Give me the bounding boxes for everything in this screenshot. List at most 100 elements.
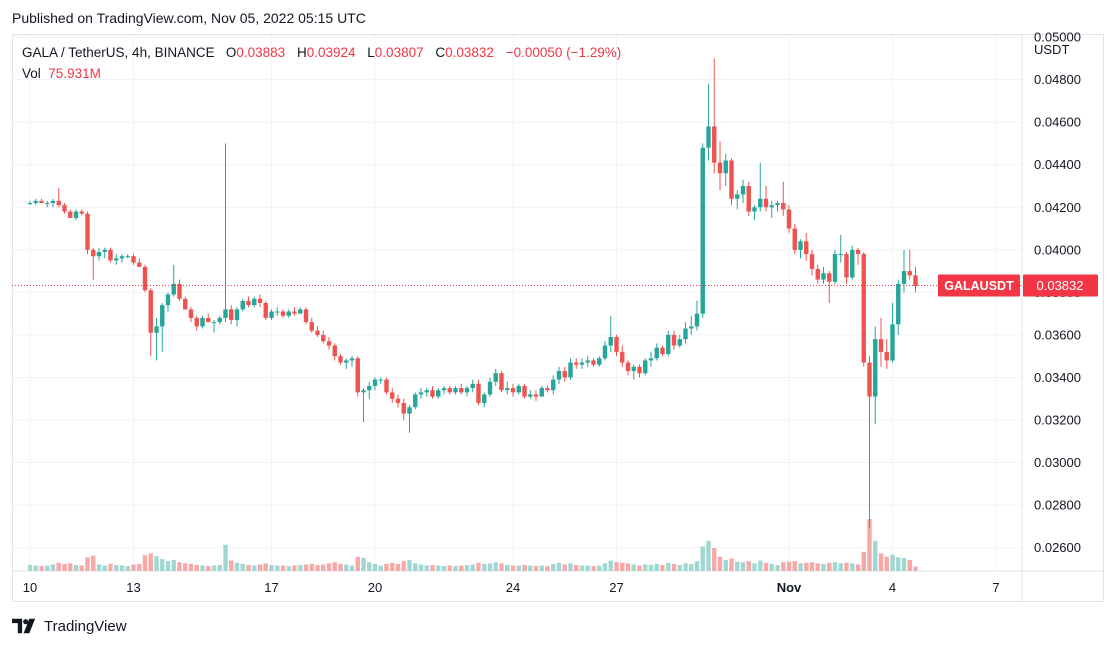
time-axis: 10 13 17 20 24 27 Nov 4 7	[23, 580, 1000, 595]
volume-bar	[154, 556, 159, 571]
candle-body	[746, 186, 751, 212]
candle-body	[539, 388, 544, 397]
candle-body	[551, 379, 556, 391]
volume-bar	[171, 560, 176, 571]
volume-bar	[666, 562, 671, 571]
candle-body	[660, 347, 665, 355]
volume-bar	[585, 565, 590, 571]
candle-body	[361, 390, 366, 393]
candle-body	[355, 358, 360, 393]
candle-body	[470, 383, 475, 389]
volume-bar	[712, 548, 717, 571]
candle-body	[602, 345, 608, 359]
time-tick-label: 13	[126, 580, 140, 595]
candle-body	[131, 256, 136, 263]
volume-bar	[855, 564, 861, 571]
candle-body	[545, 388, 550, 391]
volume-bar	[643, 564, 648, 571]
volume-bar	[838, 563, 843, 571]
volume-bar	[746, 561, 751, 571]
volume-bar	[131, 564, 136, 571]
volume-bar	[499, 563, 504, 571]
price-axis: 0.02600 0.02800 0.03000 0.03200 0.03400 0.036…	[1034, 30, 1081, 555]
candle-body	[453, 388, 458, 393]
volume-bar	[177, 562, 182, 571]
candle-body	[275, 311, 280, 313]
candle-body	[252, 298, 257, 306]
candle-body	[838, 254, 843, 256]
candle-body	[556, 371, 562, 380]
volume-bar	[884, 556, 889, 571]
candle-body	[229, 309, 234, 321]
time-tick-label: 20	[368, 580, 382, 595]
volume-bar	[395, 563, 401, 571]
candle-body	[689, 326, 694, 329]
candle-body	[326, 341, 332, 346]
volume-bar	[361, 557, 366, 571]
high-label: H	[296, 45, 307, 60]
chart-frame[interactable]	[12, 34, 1104, 602]
volume-bar	[413, 563, 418, 571]
volume-bar	[384, 563, 389, 571]
symbol-tag-text: GALAUSDT	[944, 279, 1014, 293]
candle-body	[608, 337, 613, 346]
volume-bar	[873, 540, 878, 571]
volume-bar	[832, 562, 838, 571]
candle-body	[562, 371, 567, 378]
volume-bar	[332, 562, 337, 571]
candle-body	[378, 379, 383, 381]
volume-bar	[27, 564, 33, 571]
volume-legend: Vol 75.931M	[22, 66, 101, 81]
volume-bar	[68, 563, 73, 571]
candle-body	[160, 305, 165, 327]
symbol-label[interactable]: GALA / TetherUS, 4h, BINANCE	[22, 45, 215, 60]
candle-body	[263, 303, 268, 318]
candle-body	[683, 328, 688, 340]
volume-bar	[367, 562, 372, 571]
volume-bar	[574, 564, 579, 571]
volume-bar	[602, 563, 608, 571]
candle-body	[27, 203, 33, 205]
candle-body	[896, 283, 901, 325]
volume-bar	[188, 563, 194, 571]
candle-body	[775, 203, 780, 206]
volume-bar	[763, 562, 769, 571]
volume-bar	[551, 563, 556, 571]
candle-body	[338, 356, 343, 363]
price-tick-label: 0.02600	[1034, 540, 1081, 555]
candle-body	[56, 200, 61, 206]
volume-bar	[459, 565, 464, 571]
volume-bar	[229, 560, 234, 571]
candle-body	[643, 360, 648, 374]
volume-bar	[390, 562, 395, 571]
volume-bar	[528, 565, 533, 571]
volume-bar	[717, 556, 723, 571]
candle-body	[39, 200, 44, 204]
volume-bar	[809, 562, 815, 571]
candle-body	[832, 254, 838, 282]
candle-body	[781, 203, 786, 210]
volume-bar	[119, 565, 125, 571]
candle-body	[648, 358, 654, 361]
volume-bar	[798, 563, 803, 571]
close-value: 0.03832	[445, 45, 494, 60]
volume-bar	[114, 564, 119, 571]
volume-bar	[407, 560, 412, 571]
volume-bar	[861, 551, 866, 571]
volume-bar	[418, 564, 424, 571]
candle-body	[654, 347, 659, 359]
candle-body	[188, 309, 194, 318]
candle-body	[108, 249, 113, 261]
volume-bar	[775, 564, 780, 571]
candle-body	[510, 388, 516, 393]
volume-bar	[372, 563, 378, 571]
volume-bar	[556, 562, 562, 571]
volume-bar	[96, 564, 102, 571]
tradingview-brand[interactable]: TradingView	[12, 617, 127, 635]
candle-body	[125, 256, 130, 258]
volume-bar	[522, 564, 527, 571]
candle-body	[809, 254, 815, 269]
candle-body	[533, 394, 539, 397]
candle-body	[165, 294, 171, 306]
